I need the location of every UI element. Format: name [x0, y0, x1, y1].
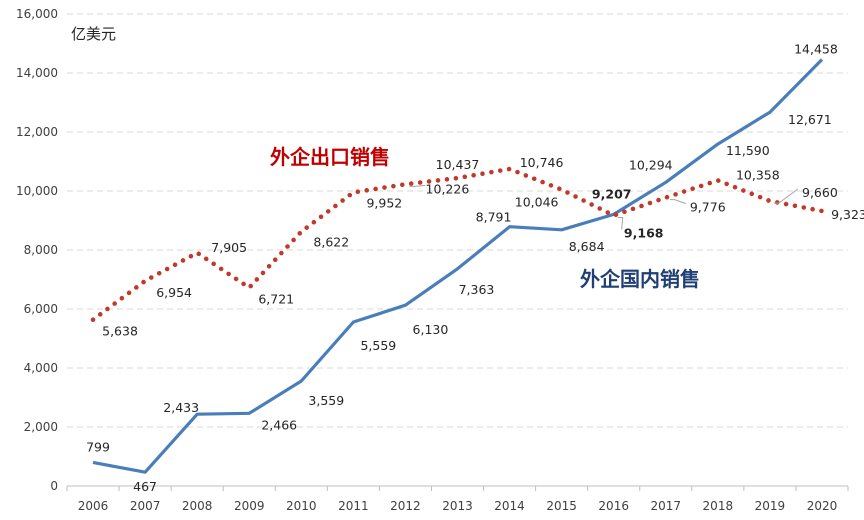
- x-tick-label: 2016: [598, 499, 629, 513]
- domestic-value-label: 799: [86, 439, 110, 454]
- export-value-label: 9,323: [831, 207, 864, 222]
- export-value-label: 10,437: [436, 157, 480, 172]
- x-tick-label: 2007: [130, 499, 161, 513]
- y-tick-label: 10,000: [16, 184, 58, 198]
- domestic-value-label: 12,671: [788, 112, 832, 127]
- y-tick-label: 6,000: [24, 302, 58, 316]
- label-leader-line: [409, 184, 426, 187]
- x-tick-label: 2020: [807, 499, 838, 513]
- x-tick-label: 2010: [286, 499, 317, 513]
- gridlines: [67, 13, 848, 428]
- y-tick-label: 0: [50, 479, 58, 493]
- domestic-value-label: 7,363: [459, 282, 495, 297]
- export-value-label: 9,660: [802, 185, 838, 200]
- export-sales-line: [90, 166, 825, 323]
- domestic-value-label: 3,559: [308, 393, 344, 408]
- series: [90, 58, 825, 474]
- y-tick-label: 14,000: [16, 66, 58, 80]
- domestic-value-label: 5,559: [360, 338, 396, 353]
- export-value-label: 10,226: [426, 181, 470, 196]
- domestic-value-label: 14,458: [794, 41, 838, 56]
- y-tick-label: 16,000: [16, 7, 58, 21]
- label-leader-line: [669, 199, 686, 205]
- domestic-value-label: 9,207: [592, 186, 632, 201]
- axes: 0 2,000 4,000 6,000 8,000 10,000 12,000 14,000 1…: [16, 7, 849, 513]
- y-tick-label: 8,000: [24, 243, 58, 257]
- export-value-label: 9,168: [624, 226, 664, 241]
- x-tick-label: 2019: [755, 499, 786, 513]
- y-tick-label: 2,000: [24, 420, 58, 434]
- x-tick-label: 2009: [234, 499, 265, 513]
- y-axis-unit-label: 亿美元: [71, 25, 116, 43]
- export-value-label: 6,954: [156, 285, 192, 300]
- export-value-label: 9,776: [690, 200, 726, 215]
- data-labels: 799 467 2,433 2,466 3,559 5,559 6,130 7,363 8,79…: [86, 41, 864, 494]
- domestic-value-label: 8,791: [476, 210, 512, 225]
- label-leader-line: [773, 188, 799, 204]
- export-value-label: 10,046: [515, 195, 559, 210]
- domestic-value-label: 10,294: [629, 157, 673, 172]
- export-value-label: 7,905: [211, 240, 247, 255]
- export-value-label: 6,721: [258, 292, 294, 307]
- x-tick-label: 2011: [338, 499, 369, 513]
- export-value-label: 10,746: [520, 155, 564, 170]
- export-value-label: 5,638: [102, 324, 138, 339]
- domestic-value-label: 2,433: [163, 400, 199, 415]
- x-tick-label: 2017: [650, 499, 681, 513]
- series-label-domestic-sales: 外企国内销售: [580, 267, 700, 291]
- x-tick-label: 2014: [494, 499, 525, 513]
- x-tick-label: 2013: [442, 499, 473, 513]
- domestic-value-label: 8,684: [569, 239, 605, 254]
- x-tick-label: 2008: [182, 499, 213, 513]
- domestic-value-label: 2,466: [261, 417, 297, 432]
- x-tick-label: 2015: [546, 499, 577, 513]
- y-tick-label: 4,000: [24, 361, 58, 375]
- domestic-sales-line: [92, 58, 824, 474]
- x-tick-label: 2006: [78, 499, 109, 513]
- x-tick-label: 2012: [390, 499, 421, 513]
- domestic-value-label: 11,590: [726, 143, 770, 158]
- export-value-label: 9,952: [366, 195, 402, 210]
- y-tick-label: 12,000: [16, 125, 58, 139]
- domestic-value-label: 6,130: [413, 322, 449, 337]
- domestic-value-label: 467: [133, 479, 157, 494]
- export-value-label: 10,358: [736, 167, 780, 182]
- label-leader-line: [617, 217, 624, 230]
- export-value-label: 8,622: [313, 235, 349, 250]
- x-tick-label: 2018: [703, 499, 734, 513]
- series-label-export-sales: 外企出口销售: [270, 145, 390, 169]
